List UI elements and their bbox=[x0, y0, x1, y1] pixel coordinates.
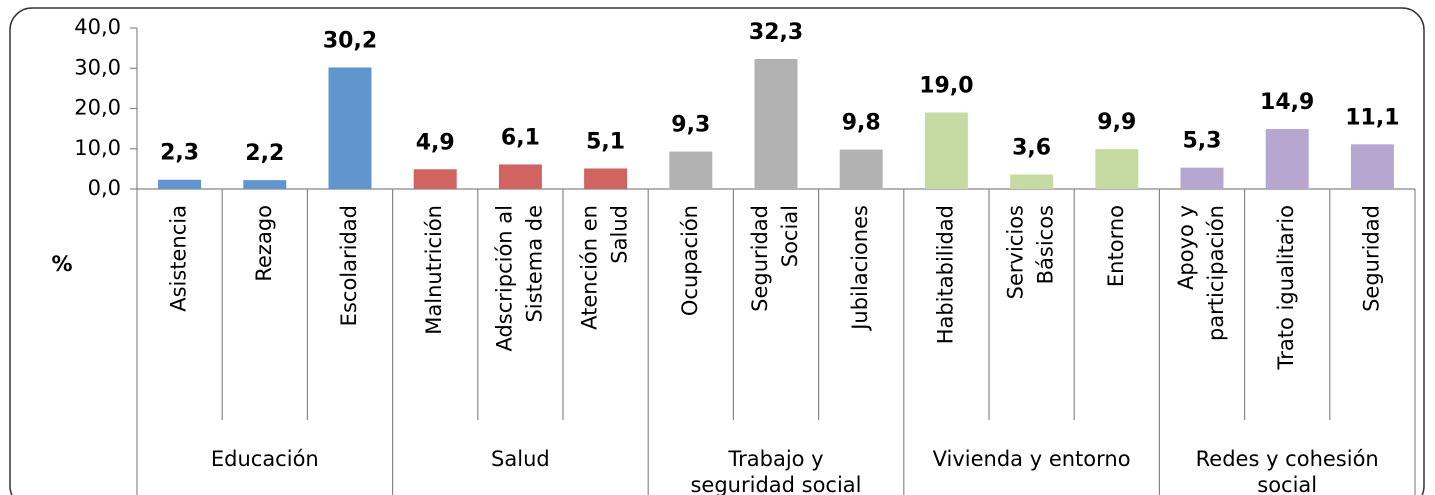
value-label: 14,9 bbox=[1260, 90, 1314, 115]
value-label: 11,1 bbox=[1345, 105, 1399, 130]
bar bbox=[1180, 167, 1224, 189]
category-label: Entorno bbox=[1104, 205, 1128, 287]
value-label: 2,3 bbox=[160, 141, 199, 166]
value-label: 4,9 bbox=[416, 130, 455, 155]
group-label: Trabajo y seguridad social bbox=[690, 447, 861, 495]
bar bbox=[243, 180, 287, 189]
category-label: Servicios Básicos bbox=[1004, 205, 1058, 299]
group-label: Redes y cohesión social bbox=[1196, 447, 1379, 495]
bar bbox=[924, 112, 968, 189]
category-label: Habitabilidad bbox=[933, 205, 957, 344]
value-label: 9,3 bbox=[671, 113, 710, 138]
bar bbox=[158, 179, 202, 189]
bar bbox=[498, 164, 542, 189]
category-label: Adscripción al Sistema de bbox=[492, 205, 546, 352]
value-label: 9,8 bbox=[842, 111, 881, 136]
value-label: 5,1 bbox=[586, 129, 625, 154]
category-label: Escolaridad bbox=[337, 205, 361, 326]
category-label: Malnutrición bbox=[422, 205, 446, 335]
y-tick-label: 40,0 bbox=[74, 15, 121, 39]
value-label: 5,3 bbox=[1183, 129, 1222, 154]
bar bbox=[839, 149, 883, 189]
category-label: Ocupación bbox=[678, 205, 702, 316]
value-label: 30,2 bbox=[323, 28, 377, 53]
value-label: 6,1 bbox=[501, 125, 540, 150]
y-tick-label: 0,0 bbox=[88, 176, 121, 200]
category-label: Jubilaciones bbox=[848, 205, 872, 332]
bar bbox=[1095, 149, 1139, 189]
category-label: Apoyo y participación bbox=[1174, 205, 1228, 341]
bar bbox=[413, 169, 457, 189]
bar bbox=[669, 151, 713, 189]
y-axis-label: % bbox=[51, 252, 72, 276]
value-label: 2,2 bbox=[245, 141, 284, 166]
bar bbox=[1350, 144, 1394, 189]
bar bbox=[1265, 129, 1309, 189]
category-label: Atención en Salud bbox=[578, 205, 632, 330]
bar bbox=[1010, 174, 1054, 189]
category-label: Trato igualitario bbox=[1274, 205, 1298, 370]
y-tick-label: 30,0 bbox=[74, 55, 121, 79]
group-label: Vivienda y entorno bbox=[933, 447, 1131, 471]
value-label: 9,9 bbox=[1097, 110, 1136, 135]
category-label: Asistencia bbox=[167, 205, 191, 312]
value-label: 19,0 bbox=[919, 74, 973, 99]
group-label: Salud bbox=[491, 447, 550, 471]
category-label: Rezago bbox=[252, 205, 276, 282]
y-tick-label: 20,0 bbox=[74, 96, 121, 120]
y-tick-label: 10,0 bbox=[74, 136, 121, 160]
category-label: Seguridad Social bbox=[748, 205, 802, 312]
bar bbox=[754, 58, 798, 190]
value-label: 3,6 bbox=[1012, 136, 1051, 161]
value-label: 32,3 bbox=[749, 20, 803, 45]
category-label: Seguridad bbox=[1359, 205, 1383, 312]
bar bbox=[328, 67, 372, 189]
bar bbox=[584, 168, 628, 189]
group-label: Educación bbox=[211, 447, 319, 471]
